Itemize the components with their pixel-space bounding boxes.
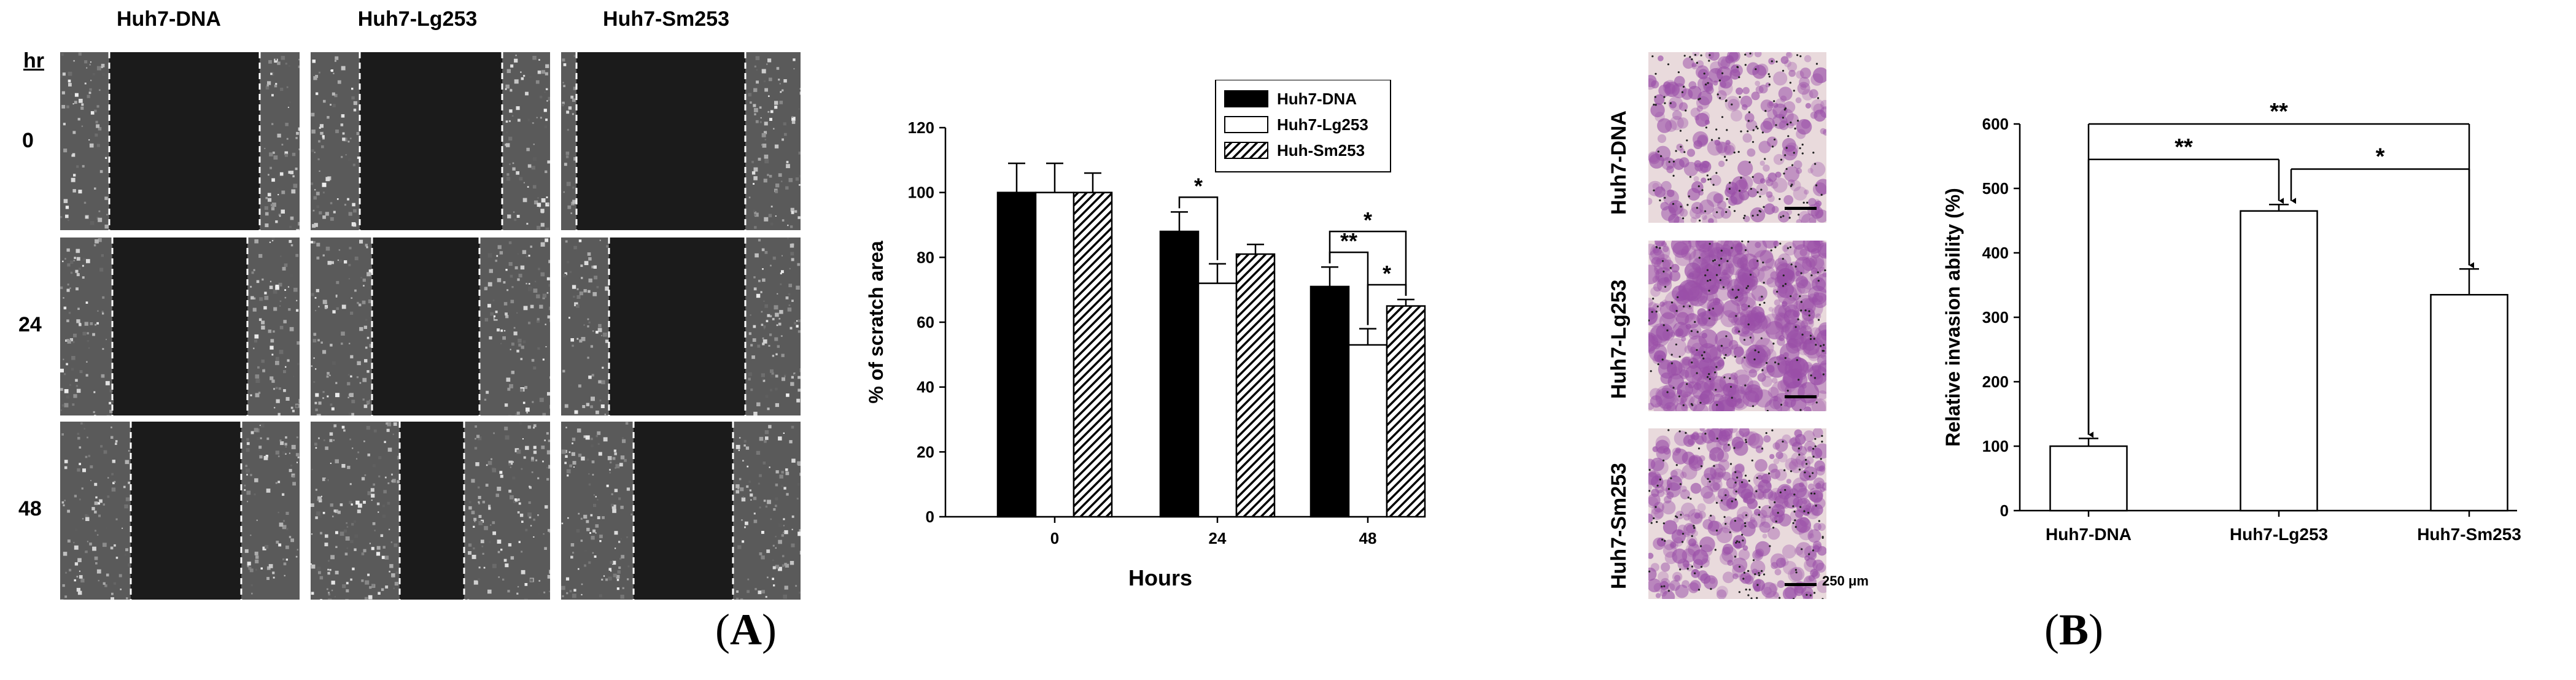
x-tick-label-b-0: Huh7-DNA bbox=[2046, 525, 2132, 544]
y-tick-label-80: 80 bbox=[917, 248, 934, 266]
y-tick-label-60: 60 bbox=[917, 313, 934, 331]
micrograph-label-huh7-sm253: Huh7-Sm253 bbox=[1607, 463, 1631, 589]
significance-label-2: * bbox=[1383, 261, 1391, 286]
y-tick-label-b-400: 400 bbox=[1982, 244, 2009, 262]
y-tick-label-0: 0 bbox=[926, 508, 934, 526]
scratch-image-sm253-24h bbox=[561, 238, 801, 415]
y-tick-label-b-100: 100 bbox=[1982, 437, 2009, 455]
y-tick-label-b-0: 0 bbox=[2000, 501, 2009, 520]
significance-bracket-3: * bbox=[1329, 207, 1407, 296]
bar-invasion-huh7-sm253 bbox=[2430, 294, 2508, 512]
scale-bar-label: 250 μm bbox=[1822, 573, 1869, 589]
legend-label-1: Huh7-Lg253 bbox=[1277, 115, 1368, 134]
y-tick-label-40: 40 bbox=[917, 378, 934, 396]
legend-swatch-1 bbox=[1224, 116, 1268, 133]
y-tick-label-100: 100 bbox=[908, 184, 934, 202]
micrograph-sm253 bbox=[1648, 428, 1826, 599]
bar-huh7-dna-0h bbox=[996, 191, 1037, 518]
legend-swatch-2 bbox=[1224, 142, 1268, 159]
row-label-0: 0 bbox=[22, 129, 34, 152]
significance-bracket-0: * bbox=[1178, 173, 1219, 260]
bar-invasion-huh7-dna bbox=[2049, 445, 2128, 512]
scratch-image-dna-24h bbox=[60, 238, 300, 415]
x-tick-label-b-1: Huh7-Lg253 bbox=[2230, 525, 2328, 544]
x-tick-label-48: 48 bbox=[1359, 529, 1377, 547]
y-tick-label-120: 120 bbox=[908, 118, 934, 137]
col-header-huh7-dna: Huh7-DNA bbox=[117, 7, 221, 31]
hour-header: hr bbox=[23, 49, 44, 72]
legend-label-0: Huh7-DNA bbox=[1277, 90, 1357, 108]
x-tick-label-b-2: Huh7-Sm253 bbox=[2417, 525, 2521, 544]
scratch-image-dna-48h bbox=[60, 422, 300, 600]
bar-huh-sm253-48h bbox=[1386, 305, 1426, 518]
y-tick-label-b-500: 500 bbox=[1982, 179, 2009, 198]
bar-huh7-dna-48h bbox=[1309, 285, 1350, 518]
significance-bracket-b-2: ** bbox=[2087, 99, 2474, 438]
y-axis-label-b: Relative invasion ability (%) bbox=[1942, 188, 1964, 446]
col-header-huh7-lg253: Huh7-Lg253 bbox=[357, 7, 478, 31]
y-tick-label-20: 20 bbox=[917, 442, 934, 461]
y-tick-label-b-300: 300 bbox=[1982, 308, 2009, 326]
y-axis-label: % of scratch area bbox=[865, 241, 887, 403]
scratch-image-lg253-0h bbox=[311, 52, 550, 230]
invasion-ability-chart: 0 100 200 300 400 500 600 Huh7-DNA Huh7-Lg253 Huh… bbox=[1942, 99, 2521, 544]
scratch-image-sm253-0h bbox=[561, 52, 801, 230]
col-header-huh7-sm253: Huh7-Sm253 bbox=[603, 7, 729, 31]
legend: Huh7-DNA Huh7-Lg253 Huh-Sm253 bbox=[1215, 80, 1391, 172]
bar-huh7-lg253-0h bbox=[1034, 191, 1075, 518]
significance-label-1: ** bbox=[1340, 228, 1357, 253]
significance-label-b-2: ** bbox=[2270, 99, 2288, 125]
panel-label-b: (B) bbox=[2044, 605, 2103, 654]
micrograph-label-huh7-dna: Huh7-DNA bbox=[1607, 110, 1631, 215]
scratch-image-dna-0h bbox=[60, 52, 300, 230]
x-tick-label-24: 24 bbox=[1209, 529, 1227, 547]
significance-label-3: * bbox=[1364, 207, 1372, 233]
bar-huh-sm253-0h bbox=[1073, 191, 1113, 518]
significance-label-b-0: ** bbox=[2174, 134, 2193, 160]
bar-huh7-dna-24h bbox=[1159, 230, 1200, 518]
x-axis-label: Hours bbox=[1128, 565, 1192, 590]
bar-huh7-lg253-48h bbox=[1348, 344, 1388, 518]
micrograph-label-huh7-lg253: Huh7-Lg253 bbox=[1607, 279, 1631, 399]
scratch-image-lg253-48h bbox=[311, 422, 550, 600]
y-tick-label-b-600: 600 bbox=[1982, 115, 2009, 133]
bar-huh-sm253-24h bbox=[1235, 253, 1276, 518]
bar-invasion-huh7-lg253 bbox=[2240, 210, 2318, 512]
bar-huh7-lg253-24h bbox=[1197, 282, 1238, 518]
micrograph-dna bbox=[1648, 52, 1826, 223]
row-label-48: 48 bbox=[18, 497, 42, 520]
y-tick-label-b-200: 200 bbox=[1982, 373, 2009, 391]
legend-label-2: Huh-Sm253 bbox=[1277, 141, 1365, 160]
micrograph-lg253 bbox=[1648, 241, 1826, 411]
x-tick-label-0: 0 bbox=[1050, 529, 1059, 547]
row-label-24: 24 bbox=[18, 313, 42, 336]
scratch-image-sm253-48h bbox=[561, 422, 801, 600]
legend-swatch-0 bbox=[1224, 90, 1268, 107]
significance-label-0: * bbox=[1194, 173, 1203, 198]
panel-label-a: (A) bbox=[715, 605, 777, 654]
significance-label-b-1: * bbox=[2376, 144, 2385, 170]
scratch-image-lg253-24h bbox=[311, 238, 550, 415]
